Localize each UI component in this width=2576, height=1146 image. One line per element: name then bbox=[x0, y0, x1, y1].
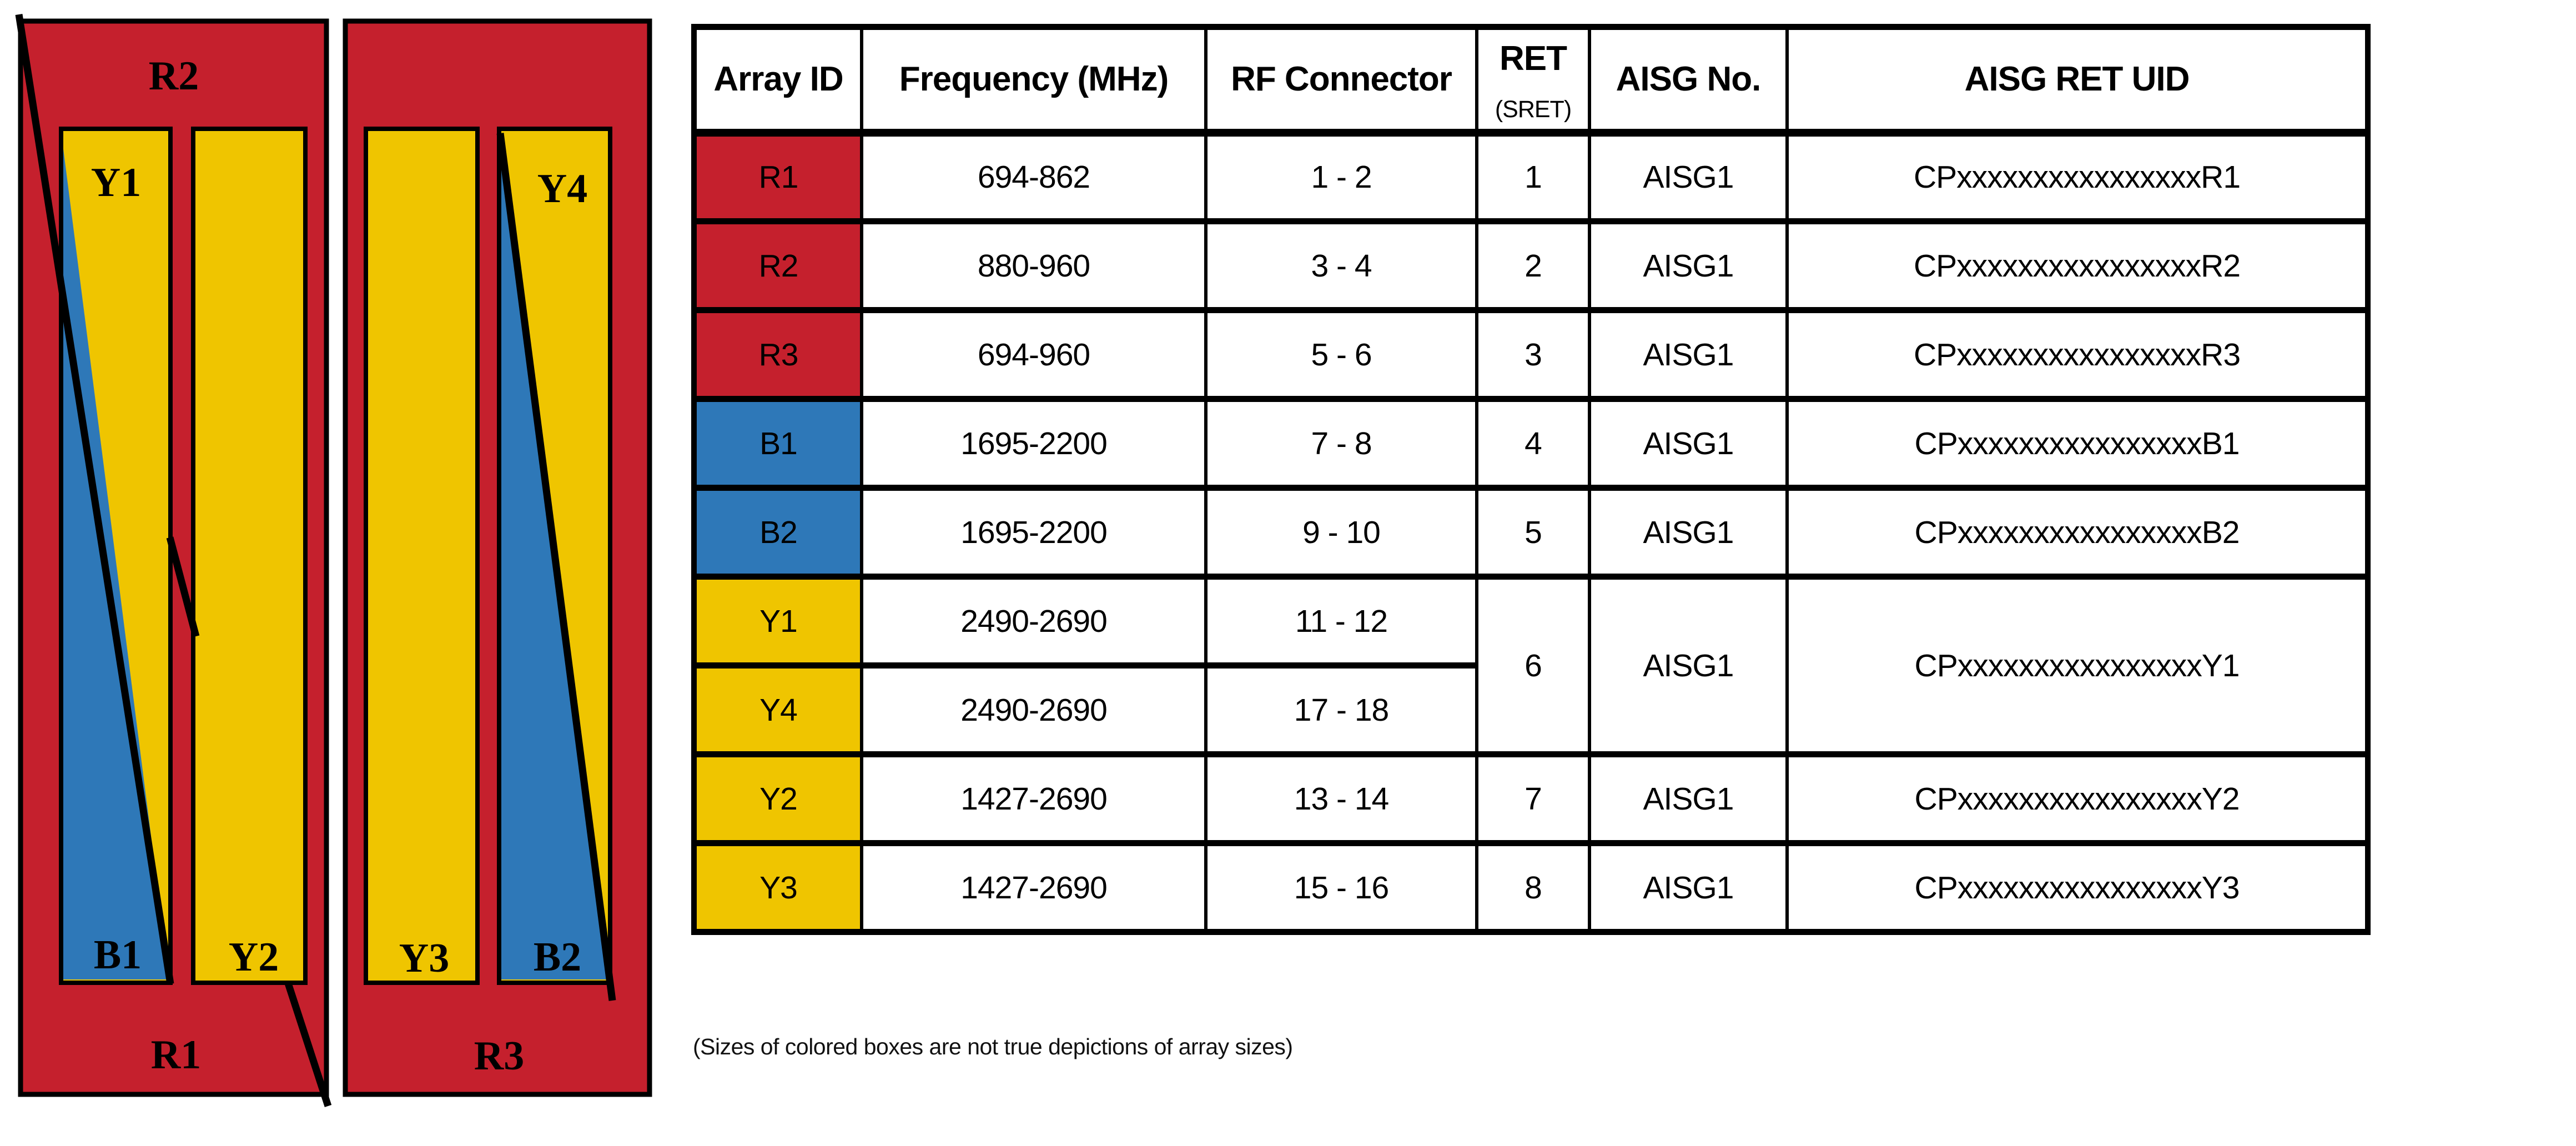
rf-connector-cell: 7 - 8 bbox=[1204, 396, 1478, 491]
aisg-ret-uid-cell: CPxxxxxxxxxxxxxxxxR2 bbox=[1785, 218, 2369, 313]
ret-cell: 1 bbox=[1475, 129, 1591, 224]
rf-connector-cell: 5 - 6 bbox=[1204, 307, 1478, 402]
aisg-ret-uid-cell: CPxxxxxxxxxxxxxxxxY3 bbox=[1785, 840, 2369, 935]
aisg-no-cell: AISG1 bbox=[1588, 307, 1789, 402]
ret-cell: 3 bbox=[1475, 307, 1591, 402]
label-B2: B2 bbox=[534, 934, 581, 980]
aisg-no-cell: AISG1 bbox=[1588, 218, 1789, 313]
table-row: Y3 1427-2690 15 - 16 8 AISG1 CPxxxxxxxxx… bbox=[692, 840, 2369, 935]
aisg-no-cell: AISG1 bbox=[1588, 751, 1789, 846]
aisg-ret-uid-cell: CPxxxxxxxxxxxxxxxxR1 bbox=[1785, 129, 2369, 224]
table-row: R1 694-862 1 - 2 1 AISG1 CPxxxxxxxxxxxxx… bbox=[692, 129, 2369, 224]
label-R3: R3 bbox=[474, 1033, 524, 1079]
header-array-id: Array ID bbox=[692, 24, 863, 137]
array-id-cell: R1 bbox=[692, 129, 863, 224]
ret-configuration-table: Array ID Frequency (MHz) RF Connector RE… bbox=[691, 24, 2371, 935]
aisg-no-cell: AISG1 bbox=[1588, 485, 1789, 580]
rf-connector-cell: 9 - 10 bbox=[1204, 485, 1478, 580]
frequency-cell: 1427-2690 bbox=[860, 751, 1208, 846]
ret-cell: 5 bbox=[1475, 485, 1591, 580]
rf-connector-cell: 1 - 2 bbox=[1204, 129, 1478, 224]
label-Y1: Y1 bbox=[91, 160, 141, 205]
array-B1-wedge bbox=[63, 149, 169, 979]
header-aisg-ret-uid: AISG RET UID bbox=[1785, 24, 2369, 137]
array-id-cell: B1 bbox=[692, 396, 863, 491]
array-Y3-bar bbox=[364, 127, 480, 985]
panel-2-diagonal-line bbox=[496, 133, 616, 1001]
panel-1-diagonal-line-main bbox=[15, 13, 174, 985]
rf-connector-cell: 13 - 14 bbox=[1204, 751, 1478, 846]
rf-connector-cell: 15 - 16 bbox=[1204, 840, 1478, 935]
frequency-cell: 1695-2200 bbox=[860, 396, 1208, 491]
frequency-cell: 2490-2690 bbox=[860, 662, 1208, 757]
caption: (Sizes of colored boxes are not true dep… bbox=[693, 1034, 1293, 1059]
table-row: R3 694-960 5 - 6 3 AISG1 CPxxxxxxxxxxxxx… bbox=[692, 307, 2369, 402]
table-row: Y4 2490-2690 17 - 18 bbox=[692, 662, 2368, 757]
rf-connector-cell: 17 - 18 bbox=[1204, 662, 1478, 757]
frequency-cell: 694-862 bbox=[860, 129, 1208, 224]
header-ret-sub: (SRET) bbox=[1495, 96, 1572, 123]
frequency-cell: 880-960 bbox=[860, 218, 1208, 313]
frequency-cell: 1695-2200 bbox=[860, 485, 1208, 580]
ret-cell: 8 bbox=[1475, 840, 1591, 935]
header-ret: RET (SRET) bbox=[1475, 24, 1591, 137]
table-row: Y1 2490-2690 11 - 12 6 AISG1 CPxxxxxxxxx… bbox=[692, 574, 2369, 757]
frequency-cell: 2490-2690 bbox=[860, 574, 1208, 668]
header-frequency: Frequency (MHz) bbox=[860, 24, 1208, 137]
aisg-no-cell-merged: AISG1 bbox=[1588, 574, 1789, 757]
array-id-cell: Y1 bbox=[692, 574, 863, 668]
ret-cell: 7 bbox=[1475, 751, 1591, 846]
aisg-no-cell: AISG1 bbox=[1588, 129, 1789, 224]
label-Y4: Y4 bbox=[537, 166, 587, 212]
header-rf-connector: RF Connector bbox=[1204, 24, 1478, 137]
aisg-ret-uid-cell: CPxxxxxxxxxxxxxxxxB1 bbox=[1785, 396, 2369, 491]
aisg-no-cell: AISG1 bbox=[1588, 396, 1789, 491]
aisg-ret-uid-cell: CPxxxxxxxxxxxxxxxxB2 bbox=[1785, 485, 2369, 580]
aisg-ret-uid-cell: CPxxxxxxxxxxxxxxxxY2 bbox=[1785, 751, 2369, 846]
label-Y2: Y2 bbox=[229, 934, 279, 980]
label-R1: R1 bbox=[151, 1032, 201, 1078]
antenna-panel-2: Y4 Y3 B2 R3 bbox=[343, 18, 652, 1097]
aisg-ret-uid-cell-merged: CPxxxxxxxxxxxxxxxxY1 bbox=[1785, 574, 2369, 757]
panel-1-diagonal-line-bottom-segment bbox=[284, 980, 332, 1108]
rf-connector-cell: 3 - 4 bbox=[1204, 218, 1478, 313]
table-row: B2 1695-2200 9 - 10 5 AISG1 CPxxxxxxxxxx… bbox=[692, 485, 2369, 580]
table-row: R2 880-960 3 - 4 2 AISG1 CPxxxxxxxxxxxxx… bbox=[692, 218, 2369, 313]
ret-cell: 4 bbox=[1475, 396, 1591, 491]
antenna-panels-diagram: R2 Y1 B1 Y2 R1 Y4 Y3 B2 R3 bbox=[15, 13, 652, 1108]
table-header-row: Array ID Frequency (MHz) RF Connector RE… bbox=[692, 24, 2369, 137]
array-id-cell: Y3 bbox=[692, 840, 863, 935]
antenna-panel-1: R2 Y1 B1 Y2 R1 bbox=[15, 13, 332, 1108]
array-id-cell: R2 bbox=[692, 218, 863, 313]
header-ret-main: RET bbox=[1500, 39, 1567, 78]
header-aisg-no: AISG No. bbox=[1588, 24, 1789, 137]
table-row: B1 1695-2200 7 - 8 4 AISG1 CPxxxxxxxxxxx… bbox=[692, 396, 2369, 491]
array-id-cell: B2 bbox=[692, 485, 863, 580]
table-row: Y2 1427-2690 13 - 14 7 AISG1 CPxxxxxxxxx… bbox=[692, 751, 2369, 846]
aisg-no-cell: AISG1 bbox=[1588, 840, 1789, 935]
array-id-cell: R3 bbox=[692, 307, 863, 402]
aisg-ret-uid-cell: CPxxxxxxxxxxxxxxxxR3 bbox=[1785, 307, 2369, 402]
panel-1-diagonal-line-gap-segment bbox=[166, 536, 200, 637]
label-B1: B1 bbox=[94, 932, 142, 978]
array-id-cell: Y4 bbox=[692, 662, 863, 757]
ret-cell: 2 bbox=[1475, 218, 1591, 313]
array-Y2-bar bbox=[191, 127, 308, 985]
frequency-cell: 694-960 bbox=[860, 307, 1208, 402]
array-id-cell: Y2 bbox=[692, 751, 863, 846]
label-R2: R2 bbox=[149, 53, 199, 99]
ret-cell-merged: 6 bbox=[1475, 574, 1591, 757]
frequency-cell: 1427-2690 bbox=[860, 840, 1208, 935]
rf-connector-cell: 11 - 12 bbox=[1204, 574, 1478, 668]
label-Y3: Y3 bbox=[399, 936, 449, 981]
